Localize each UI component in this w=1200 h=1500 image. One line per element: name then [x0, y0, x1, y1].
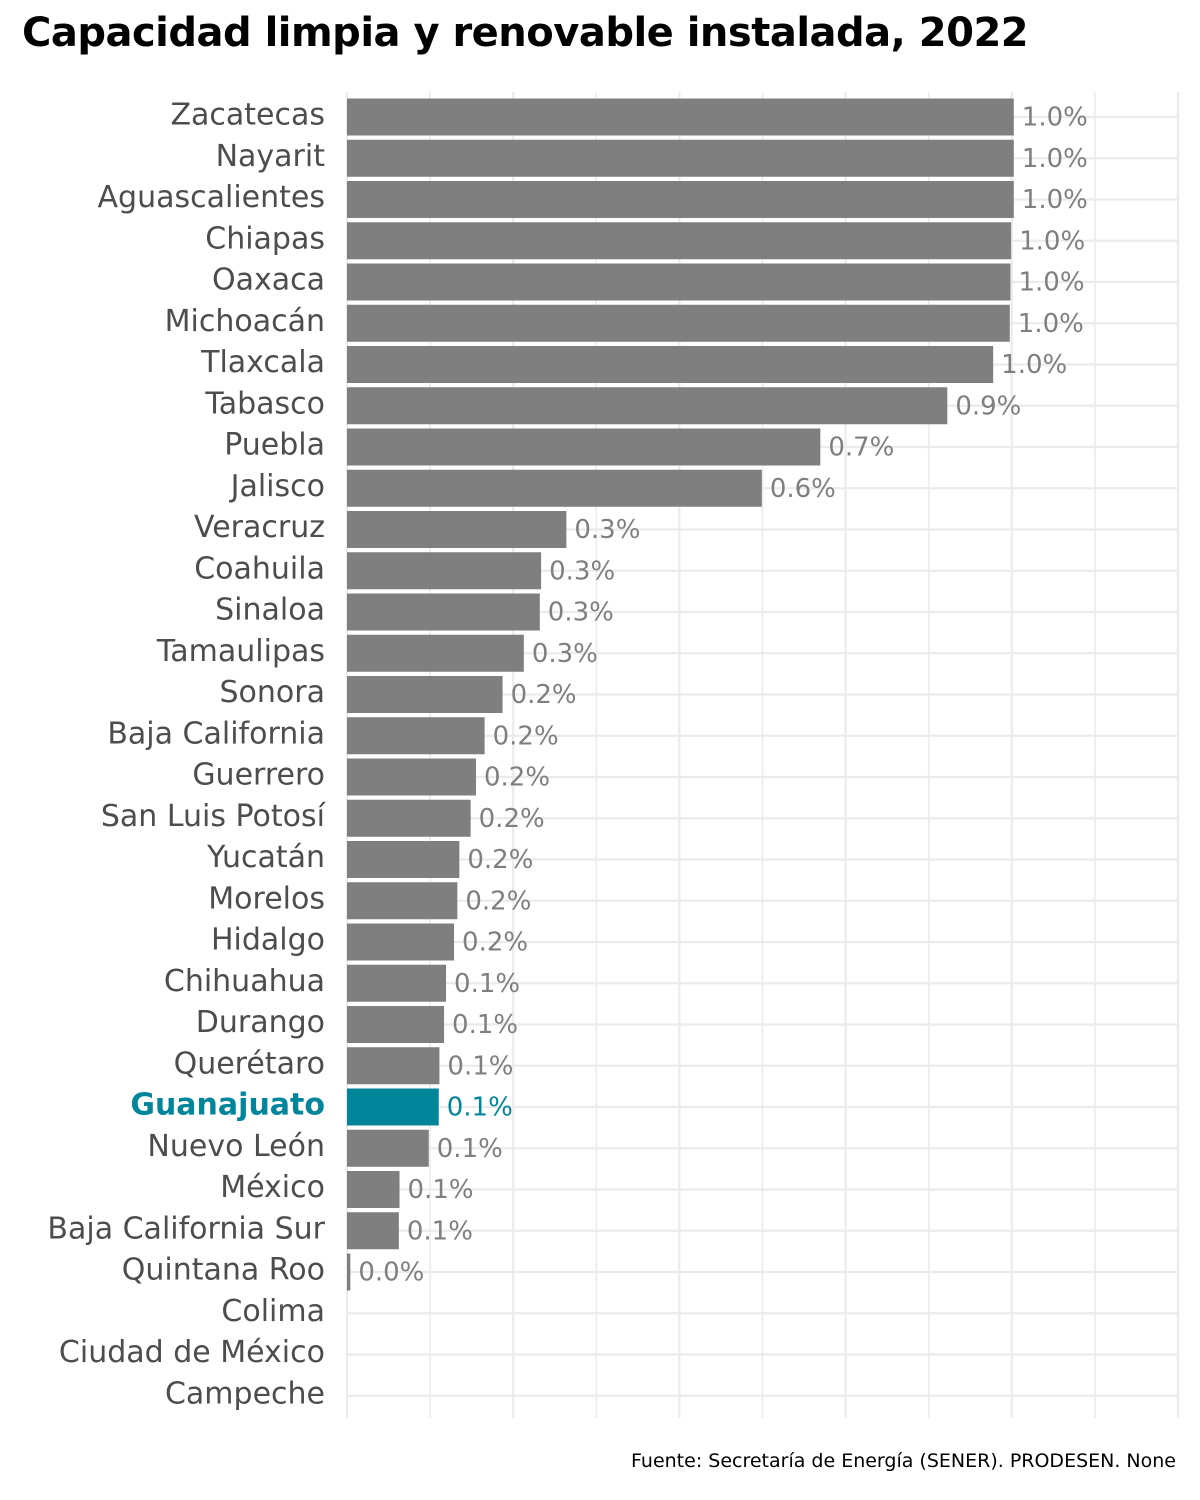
bar-guanajuato [347, 1088, 439, 1126]
category-label: México [220, 1170, 325, 1205]
bar-value-label: 0.2% [493, 721, 559, 751]
bar-querétaro [347, 1047, 440, 1085]
bar-durango [347, 1006, 445, 1043]
bar-value-label: 1.0% [1022, 144, 1088, 174]
bar-value-label: 0.2% [465, 886, 531, 916]
category-label: Guerrero [192, 758, 325, 793]
bar-value-label: 0.0% [358, 1258, 424, 1288]
bar-value-label: 0.3% [574, 515, 640, 545]
bar-value-label: 1.0% [1022, 185, 1088, 215]
bar-guerrero [347, 758, 476, 796]
bar-value-label: 0.2% [511, 680, 577, 710]
bar-baja-california [347, 717, 485, 755]
bar-value-label: 0.1% [447, 1051, 513, 1081]
bar-morelos [347, 882, 458, 920]
bar-sinaloa [347, 593, 540, 631]
category-label: Aguascalientes [98, 180, 325, 215]
bar-san-luis-potosí [347, 799, 471, 837]
category-label: Morelos [208, 881, 325, 916]
bar-value-label: 1.0% [1018, 309, 1084, 339]
category-label: Baja California Sur [47, 1211, 325, 1246]
category-label: Quintana Roo [122, 1253, 325, 1288]
category-label: San Luis Potosí [101, 799, 327, 834]
bar-value-label: 0.1% [452, 1010, 518, 1040]
bar-hidalgo [347, 923, 455, 961]
category-label: Guanajuato [130, 1088, 325, 1123]
category-label: Querétaro [174, 1046, 325, 1081]
category-label: Jalisco [229, 469, 325, 504]
category-label: Tabasco [204, 386, 325, 421]
bar-value-label: 0.3% [548, 598, 614, 628]
bar-chiapas [347, 222, 1012, 260]
bar-value-label: 0.3% [549, 556, 615, 586]
category-label: Sinaloa [215, 593, 325, 628]
category-label: Colima [221, 1294, 325, 1329]
bar-value-label: 0.1% [454, 969, 520, 999]
bar-value-label: 0.6% [770, 474, 836, 504]
bar-value-label: 1.0% [1022, 103, 1088, 133]
category-label: Campeche [165, 1376, 325, 1411]
category-label: Puebla [224, 428, 325, 463]
category-label: Veracruz [194, 510, 325, 545]
bar-coahuila [347, 552, 542, 590]
bar-jalisco [347, 469, 762, 507]
source-caption: Fuente: Secretaría de Energía (SENER). P… [631, 1450, 1176, 1472]
bar-value-label: 0.2% [462, 928, 528, 958]
bar-value-label: 0.2% [479, 804, 545, 834]
chart-title: Capacidad limpia y renovable instalada, … [22, 10, 1029, 56]
category-label: Oaxaca [212, 263, 325, 298]
bar-nuevo-león [347, 1129, 429, 1167]
bar-oaxaca [347, 263, 1011, 301]
bar-veracruz [347, 511, 567, 548]
category-label: Coahuila [194, 551, 325, 586]
bar-value-label: 0.1% [407, 1216, 473, 1246]
bar-puebla [347, 428, 821, 466]
bar-value-label: 1.0% [1018, 268, 1084, 298]
bar-michoacán [347, 304, 1010, 342]
category-label: Tlaxcala [200, 345, 325, 380]
category-label: Tamaulipas [156, 634, 325, 669]
bar-yucatán [347, 841, 460, 878]
bar-baja-california-sur [347, 1212, 399, 1250]
bars [347, 98, 1014, 1291]
bar-aguascalientes [347, 181, 1014, 218]
bar-value-label: 1.0% [1001, 350, 1067, 380]
bar-value-label: 0.1% [447, 1093, 513, 1123]
bar-nayarit [347, 139, 1014, 177]
bar-value-label: 0.1% [408, 1175, 474, 1205]
bar-tabasco [347, 387, 948, 425]
category-label: Michoacán [165, 304, 325, 339]
bar-value-label: 0.9% [955, 391, 1021, 421]
bar-tamaulipas [347, 634, 524, 672]
category-labels: Zacatecas Nayarit Aguascalientes Chiapas Oax… [47, 98, 326, 1412]
category-label: Chihuahua [164, 964, 325, 999]
bar-value-label: 0.2% [467, 845, 533, 875]
bar-chart: 1.0% 1.0% 1.0% 1.0% 1.0% 1.0% 1.0% 0.9% 0.7% 0.6%… [47, 92, 1180, 1418]
category-label: Durango [196, 1005, 325, 1040]
bar-quintana-roo [347, 1253, 351, 1291]
bar-value-label: 0.1% [437, 1134, 503, 1164]
bar-value-label: 0.2% [484, 763, 550, 793]
category-label: Chiapas [205, 221, 325, 256]
bar-value-label: 0.3% [532, 639, 598, 669]
category-label: Hidalgo [211, 923, 325, 958]
bar-zacatecas [347, 98, 1014, 136]
category-label: Sonora [220, 675, 325, 710]
category-label: Nuevo León [147, 1129, 325, 1164]
category-label: Zacatecas [170, 98, 325, 133]
bar-value-label: 1.0% [1019, 226, 1085, 256]
bar-value-label: 0.7% [828, 433, 894, 463]
category-label: Ciudad de México [59, 1335, 325, 1370]
category-label: Yucatán [206, 840, 325, 875]
bar-chihuahua [347, 964, 447, 1002]
bar-méxico [347, 1171, 400, 1208]
bar-tlaxcala [347, 346, 994, 383]
category-label: Nayarit [216, 139, 326, 174]
value-labels: 1.0% 1.0% 1.0% 1.0% 1.0% 1.0% 1.0% 0.9% 0.7% 0.6%… [358, 103, 1088, 1288]
category-label: Baja California [107, 716, 325, 751]
bar-sonora [347, 676, 503, 713]
